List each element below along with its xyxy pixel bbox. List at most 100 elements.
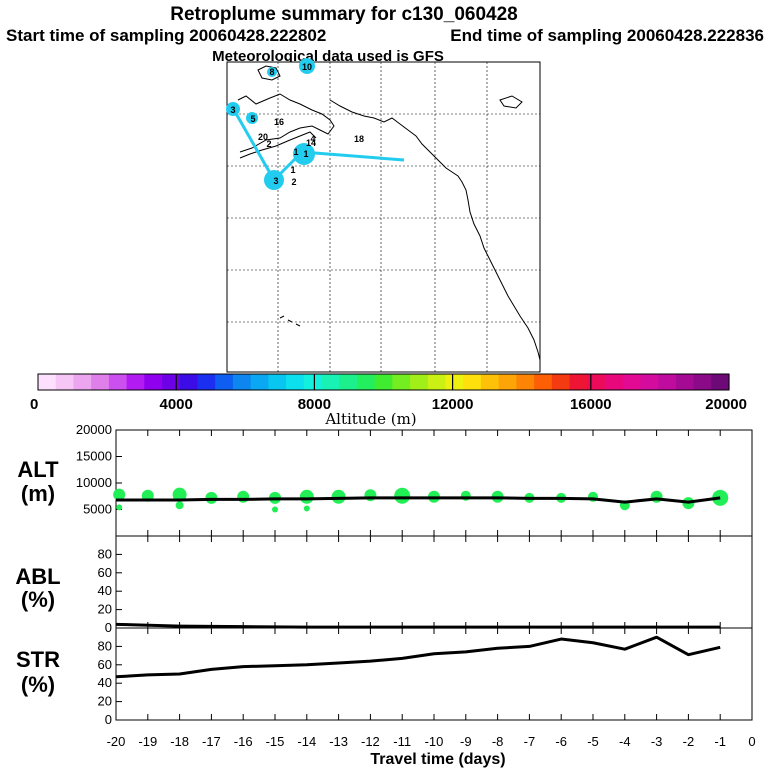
coastline-north-america: [329, 99, 541, 361]
coastline-island-north: [257, 65, 281, 81]
colorbar-cell: [179, 374, 199, 390]
scatter-point: [205, 491, 218, 504]
x-tick-label: -16: [234, 734, 253, 749]
coastline-alaska: [237, 93, 335, 153]
x-tick-label: -11: [393, 734, 411, 749]
colorbar-cell: [410, 374, 429, 390]
colorbar-cells: [38, 374, 730, 390]
map-day-label: 4: [310, 134, 315, 144]
colorbar-cell: [427, 374, 447, 390]
colorbar-cell: [197, 374, 216, 390]
y-tick-label: 0: [105, 712, 112, 727]
colorbar-cell: [321, 374, 340, 390]
colorbar-cell: [498, 374, 517, 390]
colorbar-cell: [374, 374, 393, 390]
map-gridlines: [227, 62, 540, 372]
scatter-point: [172, 487, 187, 502]
colorbar-tick-label: 0: [30, 396, 38, 413]
marker-day-3b: [264, 170, 284, 190]
x-tick-label: -6: [555, 734, 567, 749]
x-axis-label: Travel time (days): [370, 751, 505, 768]
trajectory-segment-1: [232, 109, 276, 181]
scatter-point: [303, 505, 310, 512]
x-tick-label: -2: [683, 734, 695, 749]
colorbar-tick-label: 16000: [570, 396, 612, 413]
colorbar-cell: [215, 374, 234, 390]
colorbar-dividers: [175, 374, 592, 390]
trajectory-markers: [226, 58, 315, 190]
series-line: [116, 496, 721, 504]
colorbar-cell: [534, 374, 553, 390]
panel-label: STR: [16, 647, 60, 672]
map-day-label: 3: [273, 176, 278, 186]
panel-unit-label: (%): [21, 587, 55, 612]
y-tick-label: 60: [98, 565, 112, 580]
marker-day-5: [246, 112, 258, 124]
colorbar-cell: [286, 374, 305, 390]
panel-unit-label: (%): [21, 672, 55, 697]
coastline-island-east: [499, 95, 523, 109]
x-tick-label: -8: [492, 734, 504, 749]
colorbar-tick-label: 12000: [432, 396, 474, 413]
colorbar-frame: [37, 373, 730, 391]
colorbar-cell: [711, 374, 730, 390]
x-tick-label: -18: [170, 734, 189, 749]
map-day-label: 1: [290, 165, 295, 175]
map-day-label: 20: [258, 132, 268, 142]
colorbar-cell: [144, 374, 163, 390]
x-tick-label: -17: [202, 734, 221, 749]
y-tick-label: 60: [98, 657, 112, 672]
colorbar-cell: [658, 374, 677, 390]
start-time-label: Start time of sampling 20060428.222802: [6, 26, 326, 45]
x-tick-label: -1: [714, 734, 726, 749]
trajectory-segment-3: [301, 150, 405, 162]
map-day-label: 14: [306, 138, 316, 148]
colorbar-cell: [551, 374, 571, 390]
map-day-label: 1: [293, 147, 298, 157]
scatter-point: [113, 488, 126, 501]
colorbar-cell: [162, 374, 181, 390]
colorbar-cell: [339, 374, 358, 390]
colorbar-cell: [55, 374, 75, 390]
coastline: [237, 65, 541, 361]
x-tick-label: -20: [107, 734, 126, 749]
scatter-point: [175, 501, 184, 510]
map-day-label: 5: [250, 114, 255, 124]
scatter-point: [237, 490, 250, 503]
colorbar-cell: [91, 374, 110, 390]
y-tick-label: 20: [98, 602, 112, 617]
colorbar-cell: [622, 374, 642, 390]
y-tick-label: 15000: [76, 449, 112, 464]
y-tick-label: 40: [98, 583, 112, 598]
marker-day-3a: [226, 102, 240, 116]
colorbar-cell: [392, 374, 411, 390]
y-tick-label: 20: [98, 694, 112, 709]
colorbar-tick-label: 20000: [705, 396, 747, 413]
met-data-label: Meteorological data used is GFS: [212, 48, 444, 65]
colorbar-cell: [126, 374, 145, 390]
scatter-point: [272, 506, 278, 513]
x-tick-label: -10: [425, 734, 444, 749]
colorbar-tick-label: 8000: [298, 396, 331, 413]
x-tick-label: -9: [460, 734, 472, 749]
map-day-label: 3: [230, 105, 235, 115]
map-day-label: 2: [266, 139, 271, 149]
coastline-hawaii: [279, 315, 301, 327]
scatter-point: [394, 487, 411, 504]
panel-frame: [115, 535, 753, 629]
x-tick-label: -19: [138, 734, 157, 749]
colorbar-cell: [675, 374, 695, 390]
colorbar-cell: [232, 374, 252, 390]
colorbar-cell: [480, 374, 500, 390]
colorbar-cell: [38, 374, 57, 390]
map-frame: [226, 61, 541, 373]
panel-frame: [115, 429, 753, 537]
colorbar-cell: [445, 374, 464, 390]
colorbar-cell: [463, 374, 482, 390]
x-tick-label: -15: [266, 734, 285, 749]
colorbar-cell: [693, 374, 712, 390]
panel-unit-label: (m): [21, 481, 55, 506]
